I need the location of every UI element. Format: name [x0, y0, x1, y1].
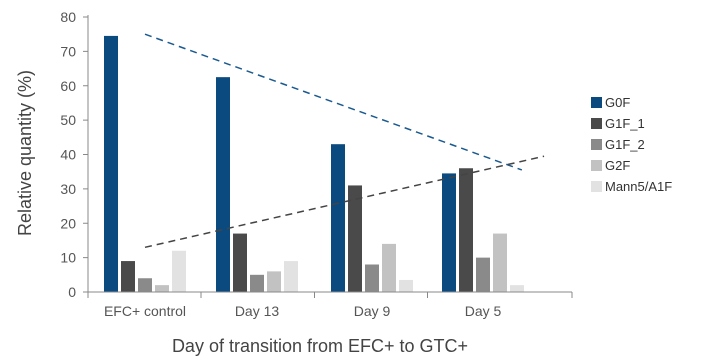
bar — [121, 261, 135, 292]
y-tick-label: 30 — [60, 181, 76, 197]
y-tick-label: 40 — [60, 147, 76, 163]
legend-swatch — [591, 118, 602, 129]
y-tick-label: 20 — [60, 215, 76, 231]
bar — [250, 274, 264, 292]
y-tick-label: 80 — [60, 9, 76, 25]
y-tick-label: 10 — [60, 250, 76, 266]
bar — [233, 233, 247, 292]
bars — [104, 35, 524, 292]
y-tick-label: 50 — [60, 112, 76, 128]
x-tick-label: Day 9 — [354, 303, 391, 319]
bar — [284, 261, 298, 292]
y-tick-label: 70 — [60, 43, 76, 59]
y-axis-ticks: 0 10 20 30 40 50 60 70 80 — [60, 9, 88, 300]
legend-swatch — [591, 160, 602, 171]
legend-label: Mann5/A1F — [605, 179, 672, 194]
trendlines — [144, 33, 545, 249]
legend-label: G0F — [605, 95, 630, 110]
bar — [138, 278, 152, 292]
x-tick-label: Day 13 — [235, 303, 280, 319]
x-tick-label: Day 5 — [465, 303, 502, 319]
trendline — [144, 33, 523, 171]
bar — [459, 168, 473, 292]
bar — [510, 285, 524, 292]
x-tick-label: EFC+ control — [104, 303, 186, 319]
bar — [493, 233, 507, 292]
legend-label: G1F_1 — [605, 116, 645, 131]
y-tick-label: 0 — [68, 284, 76, 300]
bar — [216, 77, 230, 292]
x-axis-labels: EFC+ control Day 13 Day 9 Day 5 — [87, 292, 573, 319]
bar — [155, 285, 169, 292]
axes — [87, 15, 572, 293]
bar — [382, 243, 396, 292]
legend-swatch — [591, 97, 602, 108]
x-axis-title: Day of transition from EFC+ to GTC+ — [172, 336, 468, 356]
bar — [365, 264, 379, 292]
y-axis-title: Relative quantity (%) — [15, 70, 35, 236]
bar — [331, 144, 345, 292]
legend-swatch — [591, 181, 602, 192]
bar — [104, 35, 118, 292]
legend-label: G2F — [605, 158, 630, 173]
bar — [476, 257, 490, 292]
legend: G0F G1F_1 G1F_2 G2F Mann5/A1F — [591, 95, 672, 194]
bar — [399, 279, 413, 292]
legend-label: G1F_2 — [605, 137, 645, 152]
trendline — [144, 155, 545, 249]
bar — [442, 173, 456, 292]
bar — [267, 271, 281, 292]
legend-swatch — [591, 139, 602, 150]
y-tick-label: 60 — [60, 78, 76, 94]
bar — [172, 250, 186, 292]
bar — [348, 185, 362, 292]
